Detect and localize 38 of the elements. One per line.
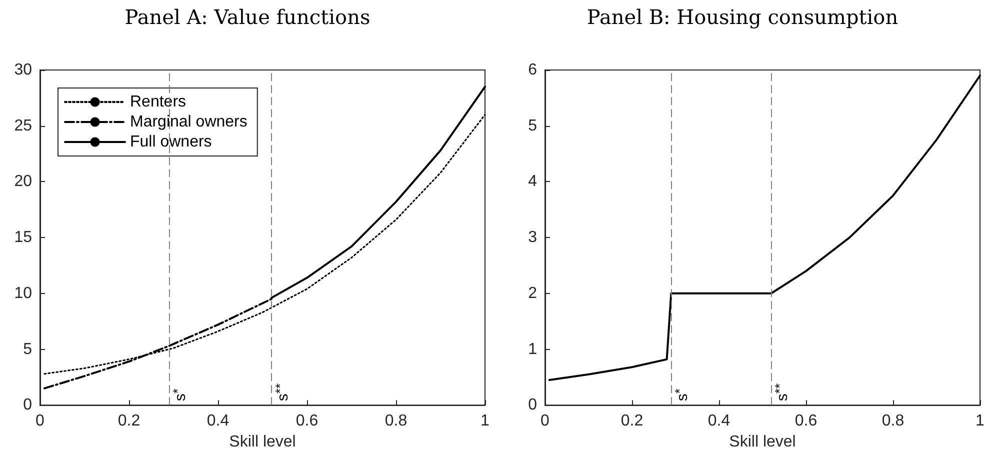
- y-tick-label: 2: [528, 284, 538, 302]
- y-tick-label: 1: [528, 340, 538, 358]
- x-tick-label: 0.8: [384, 412, 408, 430]
- ref-line-label: s*: [672, 388, 692, 402]
- x-tick-label: 0.2: [118, 412, 140, 430]
- y-tick-label: 10: [14, 284, 32, 302]
- x-tick-label: 0: [36, 412, 45, 430]
- legend-label: Renters: [130, 94, 186, 110]
- x-tick-label: 0.2: [620, 412, 644, 430]
- x-tick-label: 1: [976, 412, 985, 430]
- ref-line-label: s**: [272, 383, 292, 402]
- legend-label: Full owners: [130, 134, 212, 150]
- y-tick-label: 20: [14, 173, 32, 190]
- ref-line-label: s**: [772, 383, 792, 402]
- y-tick-label: 0: [528, 396, 538, 414]
- y-tick-label: 5: [23, 340, 32, 358]
- chart-title: Panel B: Housing consumption: [586, 5, 898, 29]
- x-tick-label: 0.8: [882, 412, 904, 430]
- x-tick-label: 0.4: [708, 412, 730, 430]
- ref-line-label: s*: [170, 388, 190, 402]
- legend-label: Marginal owners: [130, 114, 248, 130]
- y-tick-label: 25: [14, 117, 32, 134]
- x-tick-label: 0.4: [206, 412, 230, 430]
- chart-title: Panel A: Value functions: [124, 5, 370, 29]
- y-tick-label: 30: [14, 62, 32, 78]
- x-tick-label: 1: [480, 412, 490, 430]
- line-series: [548, 74, 981, 381]
- y-tick-label: 15: [14, 229, 32, 246]
- y-tick-label: 0: [23, 396, 32, 414]
- y-tick-label: 6: [528, 62, 538, 78]
- x-tick-label: 0.6: [794, 412, 818, 430]
- x-axis-title: Skill level: [729, 434, 796, 450]
- x-tick-label: 0.6: [296, 412, 318, 430]
- x-tick-label: 0: [540, 412, 550, 430]
- y-tick-label: 3: [528, 229, 538, 246]
- x-axis-title: Skill level: [229, 434, 296, 450]
- y-tick-label: 4: [528, 173, 538, 190]
- y-tick-label: 5: [528, 117, 538, 134]
